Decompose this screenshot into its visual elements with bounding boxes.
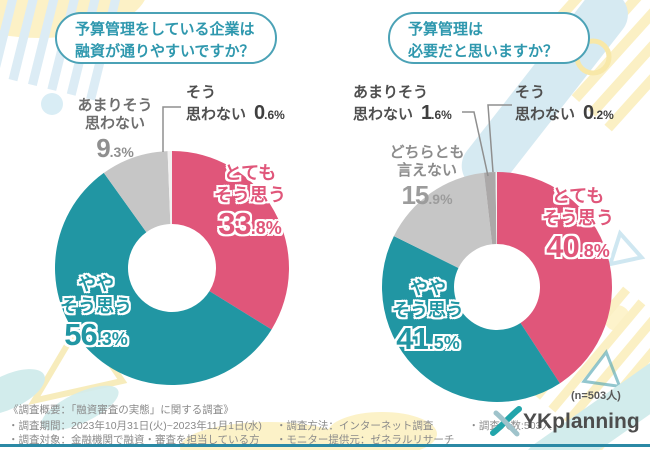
donut-slice-どちらとも言えない [393, 172, 493, 268]
teal-triangle-right [581, 349, 622, 389]
chart-title-right: 予算管理は 必要だと思いますか？ [388, 12, 590, 64]
donut-slice-そう思わない [495, 172, 497, 245]
survey-overview-heading: 《調査概要：「融資審査の実態」に関する調査》 [8, 404, 234, 416]
logo-mark-icon [490, 406, 522, 437]
chart-title-left-line2: 融資が通りやすいですか？ [75, 42, 255, 60]
donut-chart-necessity [382, 172, 612, 402]
chart-title-left: 予算管理をしている企業は 融資が通りやすいですか？ [55, 12, 277, 64]
teal-band-bottom-right [524, 344, 650, 450]
callout-right-very-agree: とても そう思う 40.8% [542, 186, 614, 265]
teal-blob-bottom-left-1 [0, 369, 45, 415]
leader-line-right-not-really [462, 111, 489, 177]
donut-chart-loan-approval [55, 151, 289, 385]
callout-left-not: そう 思わない 0.6% [186, 84, 285, 124]
yellow-blob-bottom-center-2 [327, 412, 437, 450]
donut-slice-とてもそう思う [172, 151, 289, 330]
blue-dot-left [41, 93, 63, 115]
callout-left-somewhat-agree: やや そう思う 56.3% [60, 274, 132, 353]
donut-slice-ややそう思う [55, 172, 272, 385]
sample-size-note: (n=503人) [571, 390, 621, 402]
callout-left-very-agree: とても そう思う 33.8% [214, 163, 286, 242]
survey-monitor-provider: ・モニター提供元：ゼネラルリサーチ [275, 434, 455, 447]
survey-target: ・調査対象：金融機関で融資・審査を担当している方 [8, 434, 260, 447]
chart-title-left-line1: 予算管理をしている企業は [75, 21, 255, 38]
chart-title-right-line2: 必要だと思いますか？ [408, 42, 559, 60]
donut-slice-ややそう思う [382, 236, 560, 402]
chart-title-right-line1: 予算管理は [408, 21, 484, 38]
logo-text: YKplanning [523, 410, 640, 433]
callout-right-somewhat-agree: やや そう思う 41.5% [392, 278, 464, 357]
donut-slice-とてもそう思う [497, 172, 612, 384]
survey-period: ・調査期間：2023年10月31日(火)~2023年11月1日(水) [8, 420, 262, 433]
donut-slice-そう思わない [167, 151, 172, 225]
survey-overview: 《調査概要：「融資審査の実態」に関する調査》 ・調査期間：2023年10月31日… [8, 404, 552, 447]
callout-right-not-really: あまりそう 思わない 1.6% [353, 84, 452, 124]
survey-overview-col1: ・調査期間：2023年10月31日(火)~2023年11月1日(水) ・調査対象… [8, 419, 262, 447]
blue-triangle-right [607, 229, 646, 267]
leader-line-right-not [487, 104, 512, 173]
donut-slice-あまりそう思わない [103, 151, 171, 233]
teal-blob-bottom-left-2 [41, 385, 119, 431]
footer-separator-line [0, 444, 650, 447]
yellow-blob-bottom-center-1 [180, 422, 356, 450]
leader-line-left-not [162, 106, 181, 152]
donut-slice-あまりそう思わない [484, 172, 497, 245]
callout-left-not-really: あまりそう 思わない 9.3% [77, 97, 153, 163]
company-logo: YKplanning [489, 404, 640, 440]
survey-method: ・調査方法：インターネット調査 [275, 420, 434, 433]
callout-right-neutral: どちらとも 言えない 15.9% [389, 144, 465, 210]
callout-right-not: そう 思わない 0.2% [515, 84, 614, 124]
survey-overview-col2: ・調査方法：インターネット調査 ・モニター提供元：ゼネラルリサーチ [276, 419, 455, 447]
